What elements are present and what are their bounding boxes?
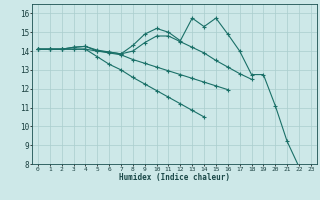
X-axis label: Humidex (Indice chaleur): Humidex (Indice chaleur) <box>119 173 230 182</box>
